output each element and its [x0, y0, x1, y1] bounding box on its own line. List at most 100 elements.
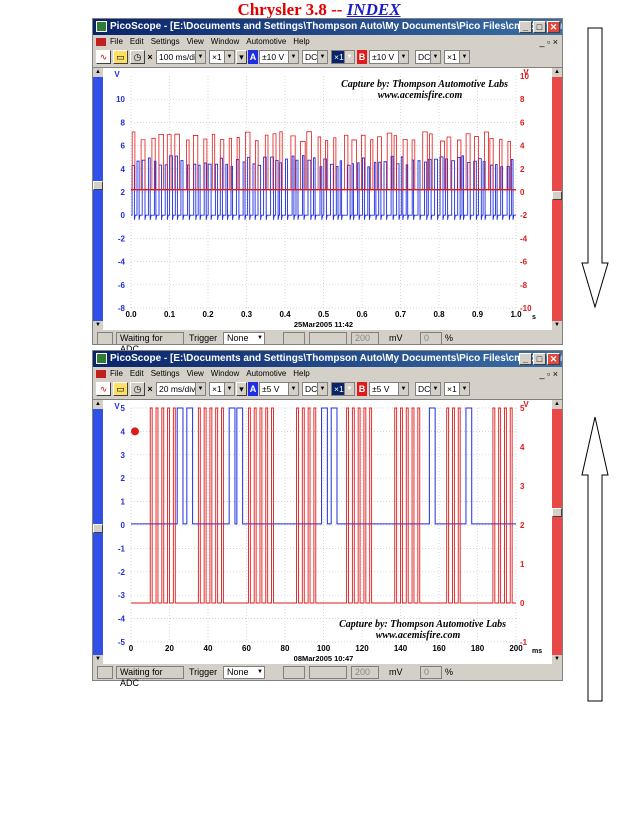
menu-help[interactable]: Help	[293, 37, 310, 46]
close-x-icon[interactable]: ×	[147, 384, 153, 394]
trigger-channel-select[interactable]	[283, 332, 305, 345]
trigger-direction-select[interactable]	[309, 666, 347, 679]
chevron-down-icon[interactable]: ▼	[398, 383, 408, 395]
menu-view[interactable]: View	[186, 369, 204, 378]
menu-automotive[interactable]: Automotive	[246, 37, 287, 46]
channel-b-range-select[interactable]: ±10 V ▼	[369, 50, 409, 64]
scroll-up-icon[interactable]: ▲	[552, 68, 562, 77]
channel-b-coupling-select[interactable]: DC ▼	[415, 382, 441, 396]
timer-icon[interactable]: ◷	[130, 50, 145, 64]
scroll-up-icon[interactable]: ▲	[552, 400, 562, 409]
chevron-down-icon[interactable]: ▼	[344, 383, 354, 395]
status-button[interactable]	[97, 666, 113, 679]
channel-a-range-select[interactable]: ±10 V ▼	[259, 50, 299, 64]
menu-window[interactable]: Window	[210, 369, 240, 378]
scroll-down-icon[interactable]: ▼	[93, 321, 103, 330]
channel-a-range-select[interactable]: ±5 V ▼	[259, 382, 299, 396]
notes-icon[interactable]: ▭	[113, 382, 128, 396]
menu-edit[interactable]: Edit	[129, 37, 144, 46]
trigger-marker-icon[interactable]	[131, 427, 139, 436]
close-icon[interactable]: ✕	[547, 353, 560, 365]
scroll-up-arrow-icon[interactable]	[580, 415, 610, 705]
channel-b-scrollbar[interactable]: ▲ ▼	[552, 400, 562, 664]
scroll-up-icon[interactable]: ▲	[93, 68, 103, 77]
channel-b-range-select[interactable]: ±5 V ▼	[369, 382, 409, 396]
chevron-down-icon[interactable]: ▼	[317, 51, 327, 63]
chevron-down-icon[interactable]: ▼	[459, 383, 469, 395]
chevron-down-icon[interactable]: ▼	[257, 335, 263, 341]
trigger-direction-select[interactable]	[309, 332, 347, 345]
timer-icon[interactable]: ◷	[130, 382, 145, 396]
oscilloscope-plot[interactable]: ▲ ▼ ▲ ▼ V V 5 4 3 2 1 0 -1 -2 -3 -4 -5 5 4 3 2 1 0 -1 0 20 40 60 80 1…	[93, 399, 562, 664]
minimize-icon[interactable]: _	[519, 21, 532, 33]
channel-icon[interactable]: ∿	[96, 382, 111, 396]
channel-b-multiplier-select[interactable]: ×1 ▼	[444, 382, 470, 396]
channel-b-coupling-select[interactable]: DC ▼	[415, 50, 441, 64]
window-titlebar[interactable]: PicoScope - [E:\Documents and Settings\T…	[93, 19, 562, 35]
trigger-select[interactable]: None ▼	[223, 332, 265, 345]
trigger-delay-input[interactable]: 0	[420, 332, 442, 345]
notes-icon[interactable]: ▭	[113, 50, 128, 64]
channel-a-coupling-select[interactable]: DC ▼	[302, 382, 328, 396]
chevron-down-icon[interactable]: ▼	[430, 51, 440, 63]
channel-a-multiplier-select[interactable]: ×1 ▼	[331, 382, 355, 396]
chevron-down-icon[interactable]: ▼	[224, 383, 234, 395]
close-x-icon[interactable]: ×	[147, 52, 153, 62]
menu-file[interactable]: File	[110, 369, 123, 378]
channel-a-offset-handle[interactable]	[93, 181, 103, 190]
chevron-down-icon[interactable]: ▼	[224, 51, 234, 63]
trigger-delay-input[interactable]: 0	[420, 666, 442, 679]
channel-a-scrollbar[interactable]: ▲ ▼	[93, 400, 103, 664]
timebase-dropdown-icon[interactable]: ▾	[236, 50, 247, 64]
scroll-down-icon[interactable]: ▼	[552, 321, 562, 330]
menu-window[interactable]: Window	[210, 37, 240, 46]
close-icon[interactable]: ✕	[547, 21, 560, 33]
channel-b-scrollbar[interactable]: ▲ ▼	[552, 68, 562, 330]
scroll-down-icon[interactable]: ▼	[93, 655, 103, 664]
index-link[interactable]: INDEX	[346, 0, 401, 19]
chevron-down-icon[interactable]: ▼	[195, 51, 205, 63]
maximize-icon[interactable]: □	[533, 353, 546, 365]
chevron-down-icon[interactable]: ▼	[195, 383, 205, 395]
menu-settings[interactable]: Settings	[150, 369, 180, 378]
menu-file[interactable]: File	[110, 37, 123, 46]
maximize-icon[interactable]: □	[533, 21, 546, 33]
channel-b-multiplier-select[interactable]: ×1 ▼	[444, 50, 470, 64]
trigger-channel-select[interactable]	[283, 666, 305, 679]
minimize-icon[interactable]: _	[519, 353, 532, 365]
scroll-down-arrow-icon[interactable]	[580, 25, 610, 310]
scroll-up-icon[interactable]: ▲	[93, 400, 103, 409]
chevron-down-icon[interactable]: ▼	[257, 669, 263, 675]
menu-automotive[interactable]: Automotive	[246, 369, 287, 378]
channel-icon[interactable]: ∿	[96, 50, 111, 64]
timebase-multiplier-select[interactable]: ×1 ▼	[209, 382, 235, 396]
chevron-down-icon[interactable]: ▼	[398, 51, 408, 63]
timebase-dropdown-icon[interactable]: ▾	[236, 382, 247, 396]
channel-b-offset-handle[interactable]	[552, 508, 562, 517]
chevron-down-icon[interactable]: ▼	[288, 383, 298, 395]
chevron-down-icon[interactable]: ▼	[430, 383, 440, 395]
trigger-level-input[interactable]: 200	[351, 666, 379, 679]
timebase-select[interactable]: 100 ms/div ▼	[156, 50, 206, 64]
trigger-select[interactable]: None ▼	[223, 666, 265, 679]
status-button[interactable]	[97, 332, 113, 345]
channel-a-multiplier-select[interactable]: ×1 ▼	[331, 50, 355, 64]
menu-help[interactable]: Help	[293, 369, 310, 378]
channel-a-scrollbar[interactable]: ▲ ▼	[93, 68, 103, 330]
chevron-down-icon[interactable]: ▼	[459, 51, 469, 63]
timebase-multiplier-select[interactable]: ×1 ▼	[209, 50, 235, 64]
channel-a-coupling-select[interactable]: DC ▼	[302, 50, 328, 64]
timebase-select[interactable]: 20 ms/div ▼	[156, 382, 206, 396]
window-titlebar[interactable]: PicoScope - [E:\Documents and Settings\T…	[93, 351, 562, 367]
chevron-down-icon[interactable]: ▼	[344, 51, 354, 63]
scroll-down-icon[interactable]: ▼	[552, 655, 562, 664]
trigger-level-input[interactable]: 200	[351, 332, 379, 345]
channel-a-offset-handle[interactable]	[93, 524, 103, 533]
menu-view[interactable]: View	[186, 37, 204, 46]
channel-b-offset-handle[interactable]	[552, 191, 562, 200]
menu-edit[interactable]: Edit	[129, 369, 144, 378]
menu-settings[interactable]: Settings	[150, 37, 180, 46]
chevron-down-icon[interactable]: ▼	[288, 51, 298, 63]
oscilloscope-plot[interactable]: ▲ ▼ ▲ ▼ V V 10 8 6 4 2 0 -2 -4 -6 -8 10 8 6 4 2 0 -2 -4 -6 -8 -10 0…	[93, 67, 562, 330]
chevron-down-icon[interactable]: ▼	[317, 383, 327, 395]
